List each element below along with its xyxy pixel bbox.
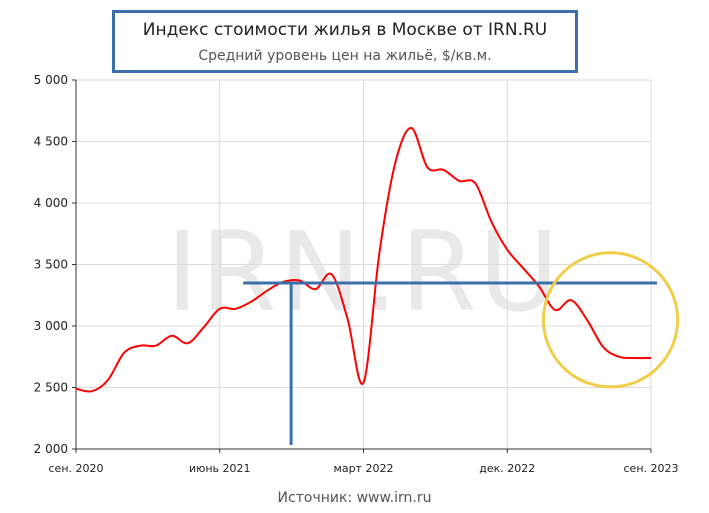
watermark: IRN.RU [166, 208, 561, 336]
source-note: Источник: www.irn.ru [277, 490, 432, 506]
y-tick-label: 3 000 [34, 319, 68, 333]
price-series [75, 127, 652, 393]
x-tick-label: сен. 2023 [624, 462, 679, 475]
x-tick-label: июнь 2021 [189, 462, 251, 475]
x-tick-label: март 2022 [334, 462, 394, 475]
annotations [243, 251, 680, 445]
annotation-circle [541, 251, 680, 389]
chart-subtitle: Средний уровень цен на жильё, $/кв.м. [198, 48, 492, 64]
tick-labels: 2 000 2 500 3 000 3 500 4 000 4 500 5 000 сен. … [34, 73, 679, 475]
chart-title: Индекс стоимости жилья в Москве от IRN.R… [142, 20, 548, 40]
price-line [75, 127, 652, 393]
x-tick-label: дек. 2022 [479, 462, 535, 475]
axes [72, 79, 652, 453]
y-tick-label: 4 500 [34, 135, 68, 149]
y-tick-label: 2 000 [34, 442, 68, 456]
y-tick-label: 2 500 [34, 381, 68, 395]
chart-title-box: Индекс стоимости жилья в Москве от IRN.R… [112, 10, 578, 73]
y-tick-label: 3 500 [34, 258, 68, 272]
gridlines [76, 79, 652, 449]
y-tick-label: 4 000 [34, 196, 68, 210]
x-tick-label: сен. 2020 [49, 462, 104, 475]
y-tick-label: 5 000 [34, 73, 68, 87]
